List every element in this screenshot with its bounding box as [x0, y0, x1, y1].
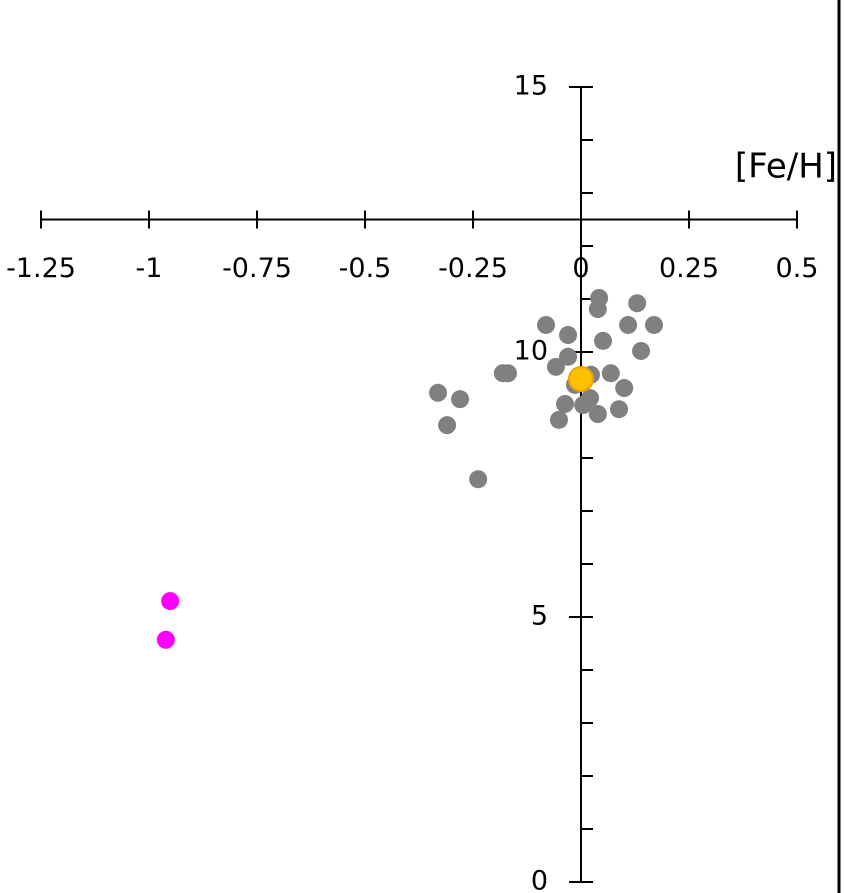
x-tick-label: -0.75 — [222, 253, 292, 284]
data-point — [645, 315, 664, 334]
data-point — [469, 470, 488, 489]
data-point — [601, 364, 620, 383]
data-point — [615, 379, 634, 398]
data-point — [546, 357, 565, 376]
data-point — [156, 630, 175, 649]
x-tick-label: -1 — [136, 253, 163, 284]
data-point — [537, 315, 556, 334]
data-point — [588, 300, 607, 319]
data-point — [549, 410, 568, 429]
data-point — [559, 326, 578, 345]
y-tick-label: 15 — [514, 71, 548, 102]
data-point — [574, 396, 593, 414]
data-point — [438, 416, 457, 435]
data-point — [161, 592, 180, 611]
x-axis-label: [Fe/H] — [735, 147, 837, 187]
y-tick-label: 0 — [531, 866, 548, 893]
x-tick-label: -0.5 — [339, 253, 392, 284]
data-point — [628, 294, 647, 313]
data-point — [451, 390, 470, 409]
data-point — [594, 331, 613, 350]
data-point — [610, 400, 629, 419]
x-tick-label: 0 — [572, 253, 589, 284]
data-point — [588, 405, 607, 424]
x-tick-label: 0.25 — [659, 253, 719, 284]
data-point — [556, 394, 575, 413]
data-point — [632, 341, 651, 360]
x-tick-label: -0.25 — [438, 253, 508, 284]
y-tick-label: 10 — [514, 336, 548, 367]
data-point — [559, 347, 578, 366]
data-point — [498, 364, 517, 383]
y-tick-label: 5 — [531, 601, 548, 632]
data-point — [429, 383, 448, 402]
x-tick-label: 0.5 — [776, 253, 819, 284]
data-point — [619, 315, 638, 334]
data-point — [568, 366, 594, 393]
x-tick-label: -1.25 — [6, 253, 76, 284]
